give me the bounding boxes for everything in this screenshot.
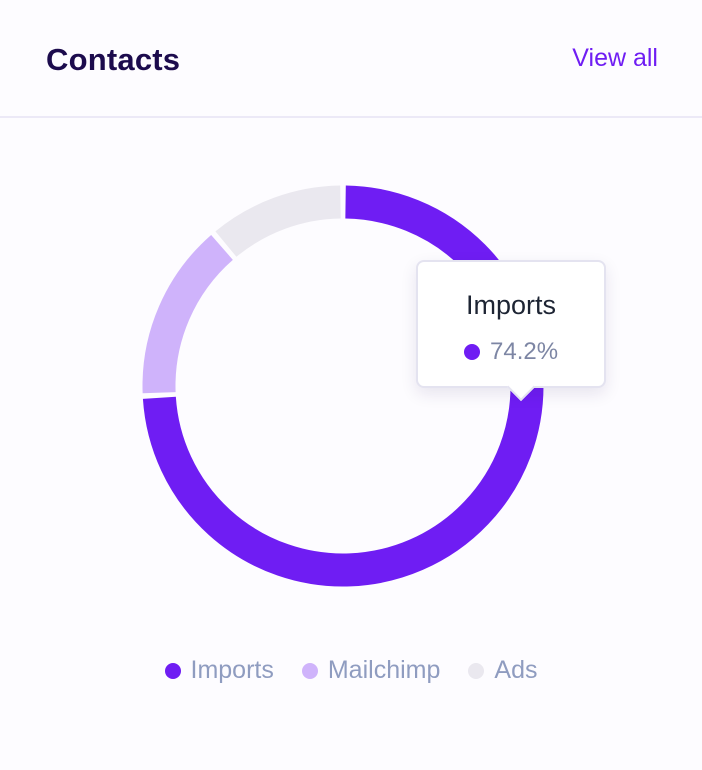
- legend-item-ads[interactable]: Ads: [468, 656, 537, 685]
- donut-slice-ads[interactable]: [215, 185, 342, 258]
- chart-legend: Imports Mailchimp Ads: [0, 656, 702, 685]
- legend-item-mailchimp[interactable]: Mailchimp: [301, 656, 441, 685]
- legend-item-imports[interactable]: Imports: [164, 656, 274, 685]
- card-title: Contacts: [46, 42, 181, 77]
- tooltip-dot-icon: [464, 344, 480, 360]
- view-all-link[interactable]: View all: [572, 44, 658, 72]
- legend-label: Ads: [494, 656, 538, 684]
- chart-tooltip: Imports 74.2%: [416, 260, 606, 388]
- tooltip-value-row: 74.2%: [464, 338, 558, 366]
- tooltip-value: 74.2%: [490, 338, 559, 365]
- legend-dot-icon: [468, 662, 485, 679]
- tooltip-title: Imports: [465, 290, 557, 320]
- legend-dot-icon: [164, 662, 181, 679]
- donut-slice-mailchimp[interactable]: [142, 234, 234, 394]
- donut-slice-imports[interactable]: [142, 185, 544, 587]
- legend-dot-icon: [301, 662, 318, 679]
- card-header: Contacts View all: [0, 0, 702, 118]
- legend-label: Imports: [190, 656, 274, 684]
- legend-label: Mailchimp: [327, 656, 441, 684]
